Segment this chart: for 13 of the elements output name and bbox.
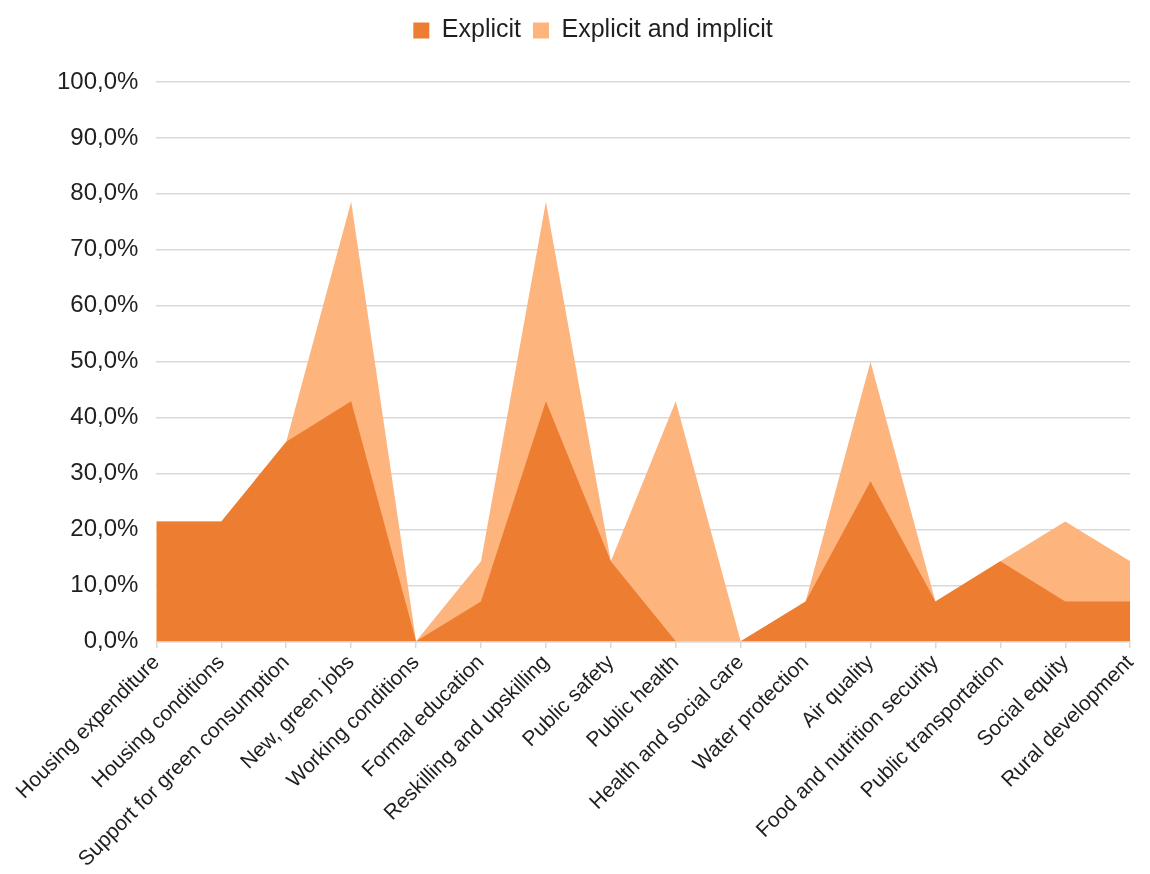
y-tick-label: 10,0% — [70, 569, 139, 597]
y-tick-label: 90,0% — [70, 122, 139, 150]
y-tick-label: 50,0% — [70, 346, 139, 374]
y-tick-label: 60,0% — [70, 290, 139, 318]
y-tick-label: 30,0% — [70, 458, 139, 486]
y-tick-label: 70,0% — [70, 234, 139, 262]
legend-label: Explicit — [441, 14, 522, 43]
y-tick-label: 80,0% — [70, 178, 139, 206]
y-tick-label: 100,0% — [56, 66, 139, 94]
y-tick-label: 20,0% — [70, 514, 139, 542]
y-tick-label: 0,0% — [83, 625, 139, 653]
legend-label: Explicit and implicit — [561, 14, 773, 43]
y-tick-label: 40,0% — [70, 402, 139, 430]
